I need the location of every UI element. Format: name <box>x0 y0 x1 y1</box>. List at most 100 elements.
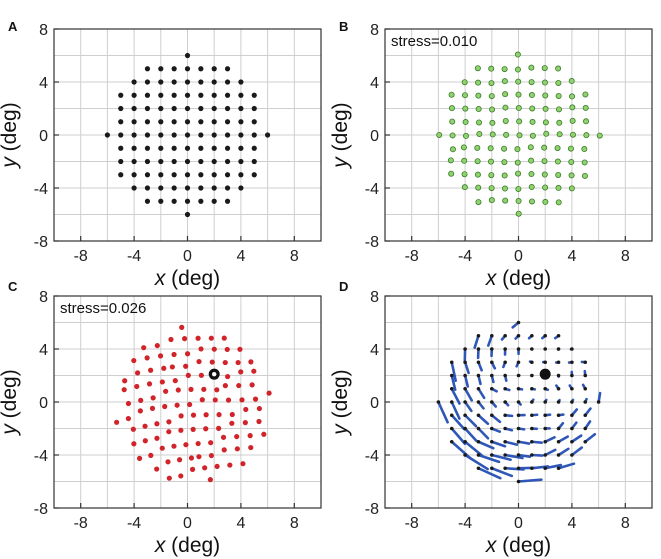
data-point <box>568 185 575 192</box>
data-point <box>235 359 241 366</box>
displacement-arrow <box>583 432 597 444</box>
displacement-arrow <box>463 453 489 471</box>
x-tick-label: 4 <box>236 248 245 265</box>
data-point <box>196 454 202 460</box>
data-point <box>528 171 535 178</box>
data-point <box>137 408 143 414</box>
data-point <box>168 336 174 343</box>
data-point <box>131 172 137 178</box>
data-point <box>514 51 521 58</box>
data-point <box>462 119 469 126</box>
arrow-origin <box>530 466 534 471</box>
arrow-origin <box>570 360 574 365</box>
arrow-origin <box>530 360 534 365</box>
x-tick-label: -8 <box>405 248 419 265</box>
data-point <box>237 346 243 352</box>
data-point <box>171 443 177 449</box>
data-point <box>171 92 177 98</box>
data-point <box>528 157 535 164</box>
arrow-origin <box>570 426 574 431</box>
arrow-origin <box>543 466 547 471</box>
data-point <box>184 119 191 125</box>
data-point <box>199 397 205 403</box>
arrow-origin <box>596 400 601 404</box>
data-point <box>555 92 562 99</box>
panel-a: -8 -4 0 4 8 -8 -4 0 4 8 Ax (deg) y (deg) <box>0 19 322 290</box>
data-point <box>184 158 191 165</box>
data-point <box>555 65 562 72</box>
data-point <box>131 185 137 191</box>
data-point <box>131 119 137 125</box>
y-tick-label: 8 <box>370 289 379 306</box>
data-point <box>449 132 456 139</box>
x-tick-label: 8 <box>290 515 299 532</box>
arrow-origin <box>490 373 494 378</box>
data-point <box>555 184 562 191</box>
y-tick-label: 0 <box>39 128 48 145</box>
y-tick-label: 0 <box>370 128 379 145</box>
data-point <box>488 172 495 179</box>
data-point <box>528 92 535 99</box>
arrow-origin <box>556 360 561 365</box>
data-point <box>529 132 536 139</box>
y-tick-label: -4 <box>34 448 48 465</box>
data-point <box>144 172 151 178</box>
arrow-origin <box>543 453 547 457</box>
data-point <box>154 466 160 472</box>
data-point <box>583 118 590 125</box>
arrow-origin <box>516 347 521 351</box>
data-point <box>171 185 177 191</box>
y-tick-label: 8 <box>39 22 48 39</box>
data-point <box>462 132 469 139</box>
data-point <box>541 158 548 165</box>
y-tick-label: 8 <box>370 22 379 39</box>
arrow-origin <box>556 347 561 351</box>
data-point <box>211 132 217 138</box>
y-tick-label: -4 <box>365 448 379 465</box>
arrow-origin <box>583 373 588 378</box>
data-point <box>178 427 184 433</box>
data-point <box>179 324 185 330</box>
data-point <box>488 65 495 72</box>
data-point <box>247 433 253 439</box>
arrow-origin <box>570 386 574 391</box>
data-point <box>251 92 257 98</box>
data-point <box>158 132 164 138</box>
data-point <box>582 104 589 111</box>
x-tick-label: -4 <box>127 248 141 265</box>
data-point <box>265 132 271 138</box>
data-point <box>149 405 156 411</box>
data-point <box>134 370 141 376</box>
data-point <box>238 369 244 375</box>
data-point <box>171 172 177 178</box>
arrow-origin <box>543 386 547 391</box>
data-point <box>158 66 164 72</box>
arrow-origin <box>570 439 574 444</box>
data-point <box>158 172 164 178</box>
y-tick-label: -8 <box>34 234 48 251</box>
data-point <box>121 387 127 393</box>
panel-c: -8 -4 0 4 8 -8 -4 0 4 8 Cx (deg) y (deg) stress=0.02… <box>0 279 322 557</box>
data-point <box>475 184 482 191</box>
displacement-arrow <box>517 478 543 483</box>
displacement-arrow <box>570 446 584 457</box>
displacement-arrow <box>450 374 457 391</box>
data-point <box>224 79 231 85</box>
data-point <box>171 351 177 358</box>
data-point <box>208 440 214 446</box>
data-point <box>208 452 215 459</box>
data-point <box>447 157 454 164</box>
arrow-origin <box>449 400 454 404</box>
x-tick-label: -4 <box>458 248 472 265</box>
data-point <box>239 397 245 403</box>
arrow-origin <box>449 439 454 444</box>
arrow-origin <box>556 453 561 457</box>
arrow-origin <box>516 386 521 391</box>
data-point <box>114 419 120 425</box>
data-point <box>242 420 248 426</box>
data-point <box>515 210 522 217</box>
data-point <box>252 396 259 402</box>
arrow-origin <box>583 400 588 404</box>
data-point <box>190 426 196 432</box>
arrow-origin <box>516 439 521 444</box>
